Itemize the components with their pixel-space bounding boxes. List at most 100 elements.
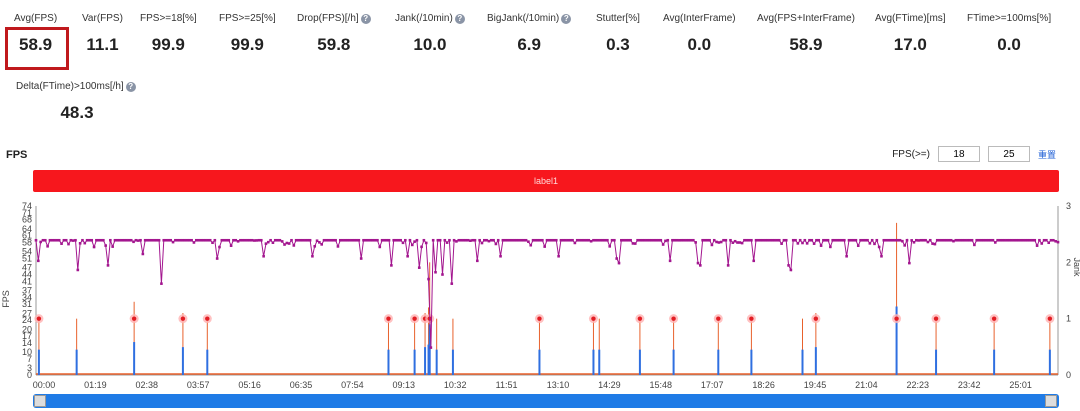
fps-point — [824, 238, 828, 242]
fps-point — [1019, 238, 1023, 242]
fps-point — [111, 245, 114, 248]
metric-value: 17.0 — [893, 35, 927, 54]
fps-point — [397, 238, 400, 242]
bigjank-marker — [205, 316, 210, 321]
fps-point — [771, 238, 774, 242]
fps-point — [687, 238, 690, 242]
fps-point — [585, 238, 588, 242]
fps-point — [480, 241, 484, 245]
fps-point — [587, 238, 591, 242]
fps-point — [378, 245, 382, 249]
fps-chart[interactable]: 0371014172024273134374144475154586164687… — [0, 197, 1080, 393]
fps-point — [901, 239, 904, 243]
fps-point — [301, 238, 305, 242]
fps-point — [789, 268, 793, 272]
x-tick-label: 00:00 — [33, 380, 56, 390]
fps-point — [67, 242, 70, 246]
fps-point — [115, 238, 119, 242]
help-icon[interactable]: ? — [125, 81, 136, 92]
fps-point — [880, 254, 883, 258]
fps-point — [689, 238, 693, 242]
range-end-handle[interactable] — [1045, 395, 1057, 407]
metric: Avg(FTime)[ms] 17.0 — [875, 13, 946, 55]
reset-button[interactable]: 重置 — [1037, 149, 1056, 160]
fps-point — [366, 238, 370, 242]
fps-point — [592, 238, 595, 242]
metric-label: Avg(FPS+InterFrame) — [757, 13, 855, 24]
fps-threshold-label: FPS(>=) — [892, 148, 930, 160]
fps-point — [285, 241, 289, 245]
metric-label: FTime>=100ms[%] — [967, 13, 1051, 24]
fps-point — [178, 238, 182, 242]
fps-point — [450, 282, 454, 285]
fps-point — [603, 238, 607, 242]
metric-value: 58.9 — [789, 35, 823, 54]
range-start-handle[interactable] — [34, 395, 46, 407]
fps-point — [515, 238, 519, 242]
fps-point — [220, 238, 224, 242]
fps-point — [1047, 241, 1051, 245]
fps-point — [998, 238, 1002, 242]
fps-point — [362, 238, 365, 242]
fps-point — [803, 238, 807, 242]
fps-point — [949, 238, 953, 242]
help-icon[interactable]: ? — [561, 13, 572, 24]
fps-threshold-2-input[interactable] — [987, 146, 1030, 162]
fps-point — [469, 239, 472, 242]
fps-point — [371, 238, 375, 242]
fps-point — [849, 238, 853, 242]
fps-point — [845, 254, 848, 258]
fps-point — [673, 238, 677, 242]
fps-point — [104, 244, 107, 247]
help-icon[interactable]: ? — [360, 13, 371, 24]
fps-point — [304, 238, 307, 242]
fps-point — [139, 238, 142, 242]
fps-point — [1045, 238, 1048, 242]
fps-point — [492, 238, 495, 242]
help-icon[interactable]: ? — [454, 13, 465, 24]
fps-point — [501, 238, 505, 242]
fps-point — [308, 238, 312, 242]
fps-point — [355, 238, 358, 242]
metric-value: 48.3 — [60, 103, 94, 122]
x-tick-label: 14:29 — [598, 380, 621, 390]
fps-point — [657, 238, 660, 242]
fps-threshold-1-input[interactable] — [937, 146, 980, 162]
fps-point — [294, 238, 298, 242]
fps-point — [113, 238, 117, 242]
fps-point — [383, 238, 386, 242]
fps-point — [694, 241, 697, 244]
fps-point — [208, 238, 212, 242]
label-bar[interactable]: label1 — [33, 170, 1059, 192]
metric-label-text: Stutter[%] — [596, 13, 640, 24]
fps-point — [222, 238, 226, 242]
fps-point — [99, 238, 103, 242]
fps-point — [980, 238, 983, 242]
fps-point — [921, 238, 925, 242]
metric-label-text: Avg(InterFrame) — [663, 13, 736, 24]
fps-point — [232, 238, 235, 242]
fps-point — [46, 244, 49, 248]
fps-point — [97, 238, 101, 242]
fps-point — [489, 238, 493, 242]
fps-point — [1028, 238, 1032, 242]
fps-point — [1042, 238, 1046, 242]
time-range-scrollbar[interactable] — [33, 394, 1059, 408]
fps-point — [736, 241, 739, 244]
fps-point — [989, 238, 992, 242]
fps-point — [541, 238, 544, 242]
fps-point — [754, 238, 758, 242]
fps-point — [775, 238, 779, 242]
fps-point — [204, 238, 207, 242]
fps-point — [164, 238, 168, 242]
bigjank-marker — [36, 316, 42, 321]
fps-threshold-controls: FPS(>=) 重置 — [892, 146, 1056, 162]
fps-point — [297, 238, 300, 242]
fps-point — [299, 238, 303, 242]
fps-point — [273, 238, 277, 242]
metric-value: 0.0 — [997, 35, 1021, 54]
fps-point — [95, 238, 98, 242]
fps-point — [162, 238, 166, 242]
fps-point — [738, 241, 742, 244]
fps-point — [594, 238, 598, 242]
